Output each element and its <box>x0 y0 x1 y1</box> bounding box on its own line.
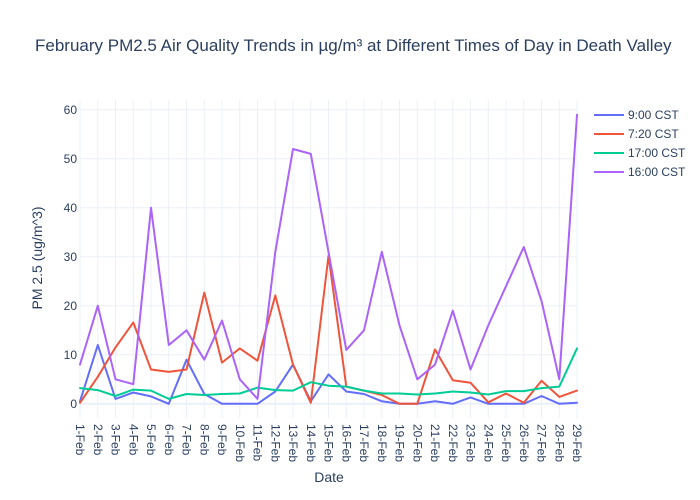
x-tick-label: 2-Feb <box>91 424 105 456</box>
x-tick-label: 19-Feb <box>393 424 407 462</box>
x-tick-label: 27-Feb <box>535 424 549 462</box>
y-tick-label: 10 <box>64 348 78 362</box>
x-tick-label: 14-Feb <box>304 424 318 462</box>
series-line-2[interactable] <box>79 347 578 400</box>
legend-label: 17:00 CST <box>628 146 686 160</box>
x-tick-label: 24-Feb <box>481 424 495 462</box>
x-tick-label: 26-Feb <box>517 424 531 462</box>
y-tick-label: 20 <box>64 299 78 313</box>
x-tick-label: 18-Feb <box>375 424 389 462</box>
x-tick-label: 28-Feb <box>552 424 566 462</box>
y-tick-label: 0 <box>70 397 77 411</box>
series-line-3[interactable] <box>79 113 578 400</box>
y-tick-label: 30 <box>64 250 78 264</box>
x-tick-label: 23-Feb <box>464 424 478 462</box>
y-axis-title: PM 2.5 (ug/m^3) <box>29 206 45 309</box>
x-tick-label: 15-Feb <box>322 424 336 462</box>
x-tick-label: 12-Feb <box>268 424 282 462</box>
x-tick-label: 20-Feb <box>410 424 424 462</box>
x-tick-label: 9-Feb <box>215 424 229 456</box>
x-axis-title: Date <box>314 469 344 485</box>
x-tick-label: 13-Feb <box>286 424 300 462</box>
x-tick-label: 11-Feb <box>251 424 265 461</box>
x-tick-label: 10-Feb <box>233 424 247 462</box>
legend-item[interactable]: 16:00 CST <box>594 165 686 179</box>
x-tick-label: 6-Feb <box>162 424 176 456</box>
legend-item[interactable]: 7:20 CST <box>594 127 679 141</box>
x-tick-label: 4-Feb <box>126 424 140 456</box>
legend: 9:00 CST 7:20 CST 17:00 CST 16:00 CST <box>594 108 686 179</box>
x-tick-label: 3-Feb <box>109 424 123 456</box>
x-tick-label: 22-Feb <box>446 424 460 462</box>
legend-label: 16:00 CST <box>628 165 686 179</box>
x-tick-label: 17-Feb <box>357 424 371 462</box>
legend-item[interactable]: 17:00 CST <box>594 146 686 160</box>
series-line-0[interactable] <box>79 344 578 405</box>
y-tick-labels: 0 10 20 30 40 50 60 <box>64 103 78 411</box>
x-tick-label: 1-Feb <box>73 424 87 456</box>
y-tick-label: 50 <box>64 152 78 166</box>
x-tick-label: 5-Feb <box>144 424 158 456</box>
x-tick-label: 8-Feb <box>197 424 211 456</box>
y-tick-label: 40 <box>64 201 78 215</box>
series-layer <box>79 113 578 405</box>
x-tick-labels: 1-Feb 2-Feb 3-Feb 4-Feb 5-Feb 6-Feb 7-Feb 8-Feb… <box>73 424 584 462</box>
legend-label: 9:00 CST <box>628 108 679 122</box>
chart-title: February PM2.5 Air Quality Trends in µg/… <box>35 36 672 55</box>
x-tick-label: 25-Feb <box>499 424 513 462</box>
x-tick-label: 16-Feb <box>339 424 353 462</box>
legend-label: 7:20 CST <box>628 127 679 141</box>
legend-item[interactable]: 9:00 CST <box>594 108 679 122</box>
x-tick-label: 7-Feb <box>180 424 194 456</box>
x-tick-label: 29-Feb <box>570 424 584 462</box>
x-tick-label: 21-Feb <box>428 424 442 462</box>
y-tick-label: 60 <box>64 103 78 117</box>
